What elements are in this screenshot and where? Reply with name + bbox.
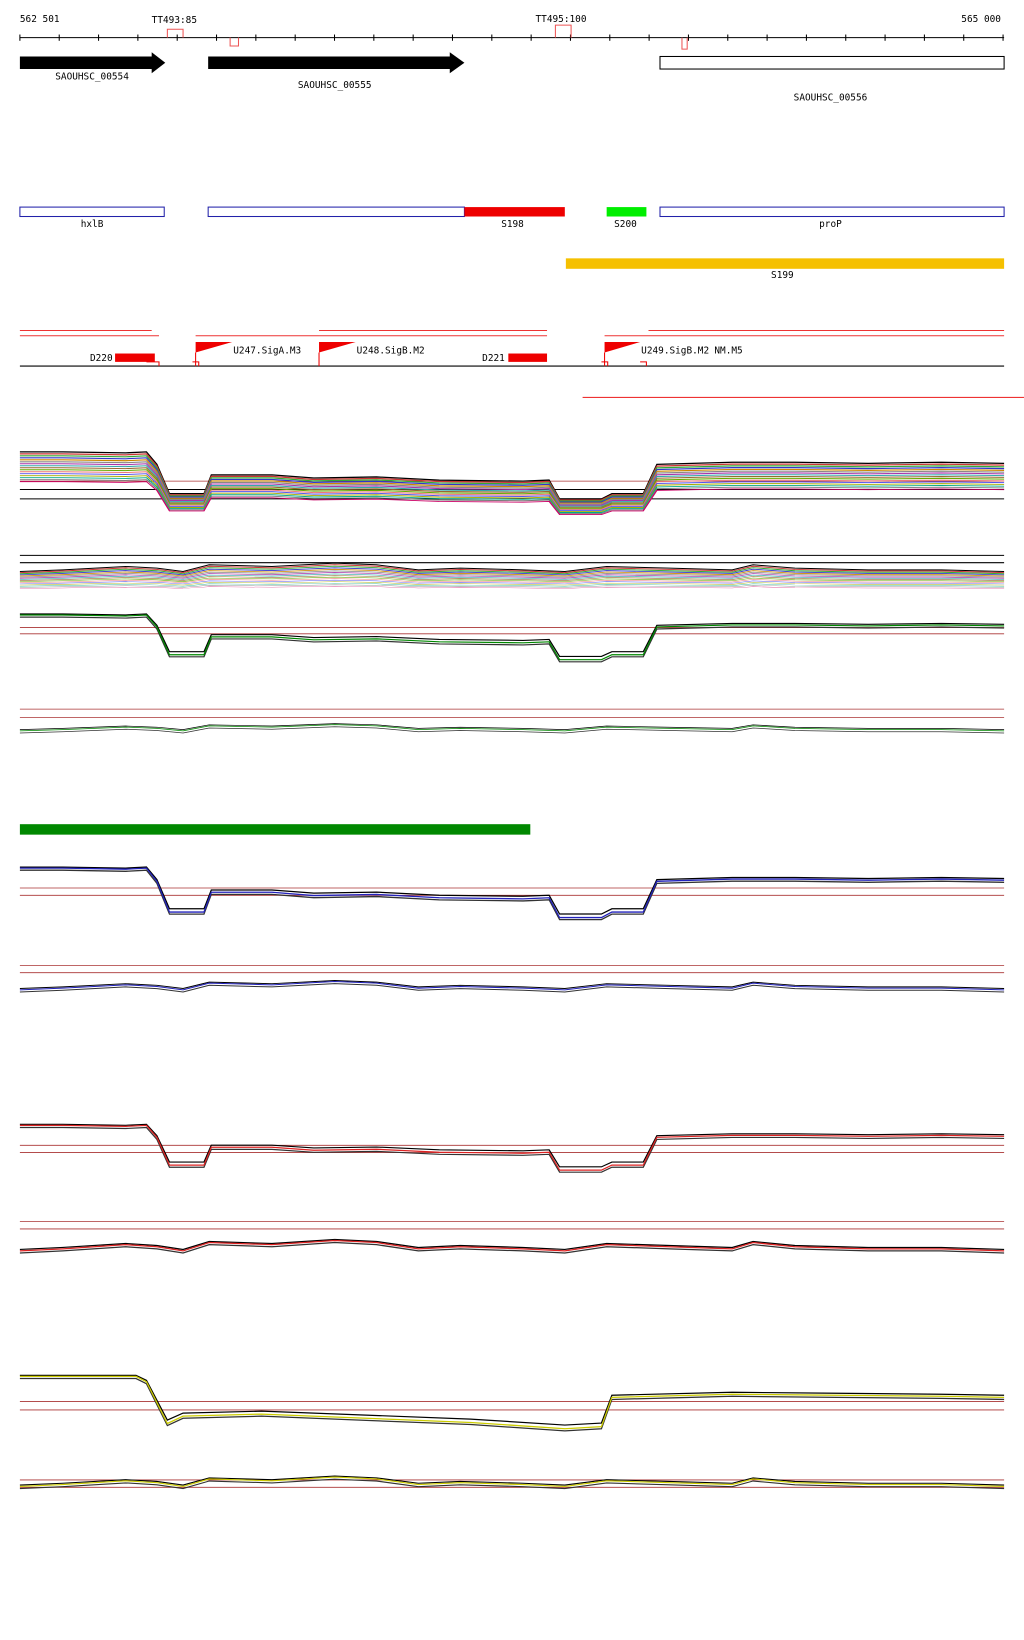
reg-lines [19,329,1024,398]
feature-label: hxlB [81,219,104,230]
reg-label: U249.SigB.M2 [641,346,709,357]
trace [19,1374,1005,1426]
reg-label: D220 [90,353,113,364]
trace-group [19,562,1005,590]
ruler-start: 562 501 [20,14,60,25]
reg-box [508,353,548,362]
trace [19,979,1005,990]
feature-label: S200 [614,219,637,230]
trace [19,1476,1005,1488]
track [19,1374,1005,1432]
trace [19,562,1005,573]
marker-label: TT493:85 [152,15,197,26]
gene-arrow [19,52,166,74]
track [19,1123,1005,1173]
trace [19,723,1005,732]
track [19,708,1005,734]
trace [19,582,1005,587]
track [19,1221,1005,1254]
feature [606,207,647,217]
marker-label: TT495:100 [536,14,587,25]
trace [19,980,1005,991]
feature [207,206,465,218]
trace [19,723,1005,731]
trace [19,726,1005,734]
feature-label: S198 [501,219,524,230]
ruler-end: 565 000 [961,14,1001,25]
gene-label: SAOUHSC_00555 [298,80,372,91]
trace [19,581,1005,586]
reg-label: U248.SigB.M2 [357,346,425,357]
feature [659,206,1005,218]
reg-label: NM.M5 [714,346,742,357]
gene-arrow [208,52,465,74]
gene-label: SAOUHSC_00554 [55,71,129,82]
trace [19,1375,1005,1430]
track [19,613,1005,663]
trace-group [19,451,1005,516]
ruler-ticks [19,34,1004,41]
feature-label: proP [819,219,842,230]
reg-label: D221 [482,353,505,364]
feature [19,206,165,218]
track [19,554,1005,564]
trace [19,1241,1005,1254]
feature [565,258,1005,269]
reg-box [115,353,155,362]
gene-box [659,55,1005,70]
track [19,1475,1005,1490]
gene-label: SAOUHSC_00556 [794,92,868,103]
feature [464,207,565,217]
track [19,866,1005,921]
region-bar [19,824,531,835]
reg-label: U247.SigA.M3 [233,346,301,357]
trace [19,1239,1005,1252]
trace [19,584,1005,588]
feature-label: S199 [771,270,794,281]
trace [19,567,1005,576]
markers [166,24,688,50]
promoter-stems [146,352,647,367]
trace [19,564,1005,574]
track [19,964,1005,993]
